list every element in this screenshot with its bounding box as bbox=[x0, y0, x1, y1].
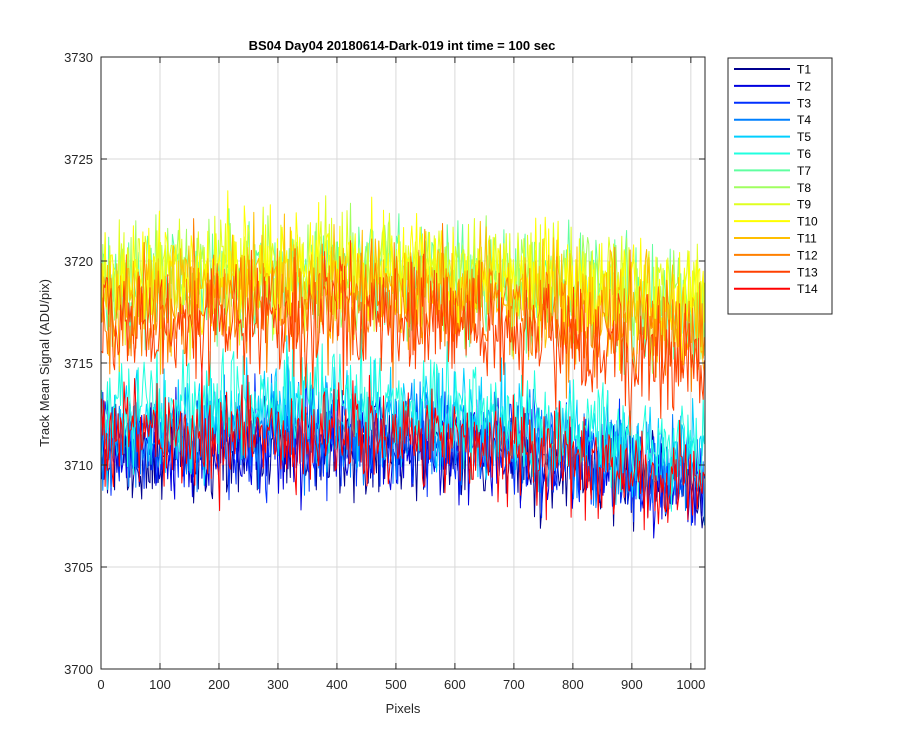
x-tick-label: 0 bbox=[97, 677, 104, 692]
legend-label-t9: T9 bbox=[797, 198, 811, 212]
y-axis-label: Track Mean Signal (ADU/pix) bbox=[37, 279, 52, 447]
y-tick-label: 3730 bbox=[64, 50, 93, 65]
legend-label-t1: T1 bbox=[797, 63, 811, 77]
x-tick-label: 700 bbox=[503, 677, 525, 692]
x-axis-label: Pixels bbox=[386, 701, 421, 716]
legend-label-t11: T11 bbox=[797, 232, 817, 246]
series-lines bbox=[101, 190, 705, 539]
legend-label-t2: T2 bbox=[797, 79, 811, 93]
x-tick-label: 800 bbox=[562, 677, 584, 692]
y-tick-label: 3715 bbox=[64, 356, 93, 371]
legend-label-t5: T5 bbox=[797, 130, 811, 144]
x-tick-label: 600 bbox=[444, 677, 466, 692]
legend-label-t12: T12 bbox=[797, 248, 818, 262]
legend-label-t8: T8 bbox=[797, 181, 811, 195]
y-tick-label: 3705 bbox=[64, 560, 93, 575]
x-tick-label: 400 bbox=[326, 677, 348, 692]
chart-title: BS04 Day04 20180614-Dark-019 int time = … bbox=[249, 38, 556, 53]
y-tick-label: 3725 bbox=[64, 152, 93, 167]
legend-label-t4: T4 bbox=[797, 113, 811, 127]
y-tick-label: 3720 bbox=[64, 254, 93, 269]
legend-label-t6: T6 bbox=[797, 147, 811, 161]
x-tick-label: 200 bbox=[208, 677, 230, 692]
legend-label-t3: T3 bbox=[797, 96, 811, 110]
legend-label-t10: T10 bbox=[797, 215, 818, 229]
x-tick-label: 500 bbox=[385, 677, 407, 692]
legend-label-t13: T13 bbox=[797, 265, 818, 279]
axis-ticks: 0 100 200 300 400 500 600 700 800 900 1000 3700 3705… bbox=[64, 50, 705, 692]
y-tick-label: 3700 bbox=[64, 662, 93, 677]
x-tick-label: 900 bbox=[621, 677, 643, 692]
legend: T1 T2 T3 T4 T5 T6 T7 T8 T9 T10 T11 T12 T13 T14 bbox=[727, 57, 833, 315]
series-line-t12 bbox=[101, 218, 705, 399]
legend-label-t7: T7 bbox=[797, 164, 811, 178]
x-tick-label: 300 bbox=[267, 677, 289, 692]
y-tick-label: 3710 bbox=[64, 458, 93, 473]
legend-label-t14: T14 bbox=[797, 282, 818, 296]
legend-entries: T1 T2 T3 T4 T5 T6 T7 T8 T9 T10 T11 T12 T13 T14 bbox=[734, 63, 818, 296]
x-tick-label: 1000 bbox=[676, 677, 705, 692]
plot-area: 0 100 200 300 400 500 600 700 800 900 1000 3700 3705… bbox=[64, 50, 706, 692]
x-tick-label: 100 bbox=[149, 677, 171, 692]
series-line-t14 bbox=[101, 363, 705, 531]
